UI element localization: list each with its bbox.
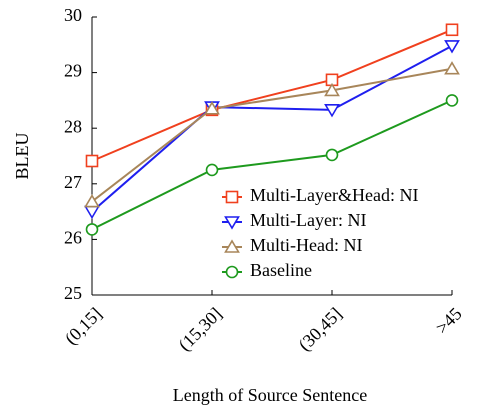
y-tick-label: 29: [64, 61, 82, 81]
point: [445, 23, 459, 37]
legend-label: Multi-Layer: NI: [250, 210, 366, 230]
y-tick-label: 27: [64, 172, 82, 192]
point: [444, 40, 460, 54]
x-tick-label: (30,45]: [294, 304, 346, 356]
legend-label: Multi-Layer&Head: NI: [250, 185, 418, 205]
point: [445, 94, 459, 107]
x-axis-label: Length of Source Sentence: [173, 385, 367, 405]
point: [444, 61, 460, 75]
point: [324, 104, 340, 118]
y-tick-label: 25: [64, 283, 82, 303]
legend-marker: [224, 216, 240, 230]
point: [204, 101, 220, 115]
series-line: [91, 67, 453, 203]
legend-marker: [225, 190, 239, 204]
point: [85, 154, 99, 168]
x-tick-label: >45: [432, 304, 466, 338]
point: [324, 82, 340, 97]
y-axis-label: BLEU: [12, 133, 32, 180]
point: [84, 194, 100, 208]
x-tick-label: (15,30]: [174, 304, 226, 356]
y-tick-label: 30: [64, 5, 82, 25]
series-line: [91, 28, 453, 162]
legend-marker: [224, 239, 240, 253]
series-line: [91, 45, 453, 213]
y-tick-label: 26: [64, 228, 82, 248]
legend-label: Multi-Head: NI: [250, 235, 362, 255]
point: [84, 205, 100, 220]
legend-marker: [225, 265, 239, 279]
point: [205, 163, 219, 177]
series-line: [91, 99, 453, 231]
y-tick-label: 28: [64, 116, 82, 136]
x-tick-label: (0,15]: [61, 304, 107, 350]
point: [85, 223, 99, 236]
point: [325, 148, 339, 162]
legend-label: Baseline: [250, 260, 312, 280]
